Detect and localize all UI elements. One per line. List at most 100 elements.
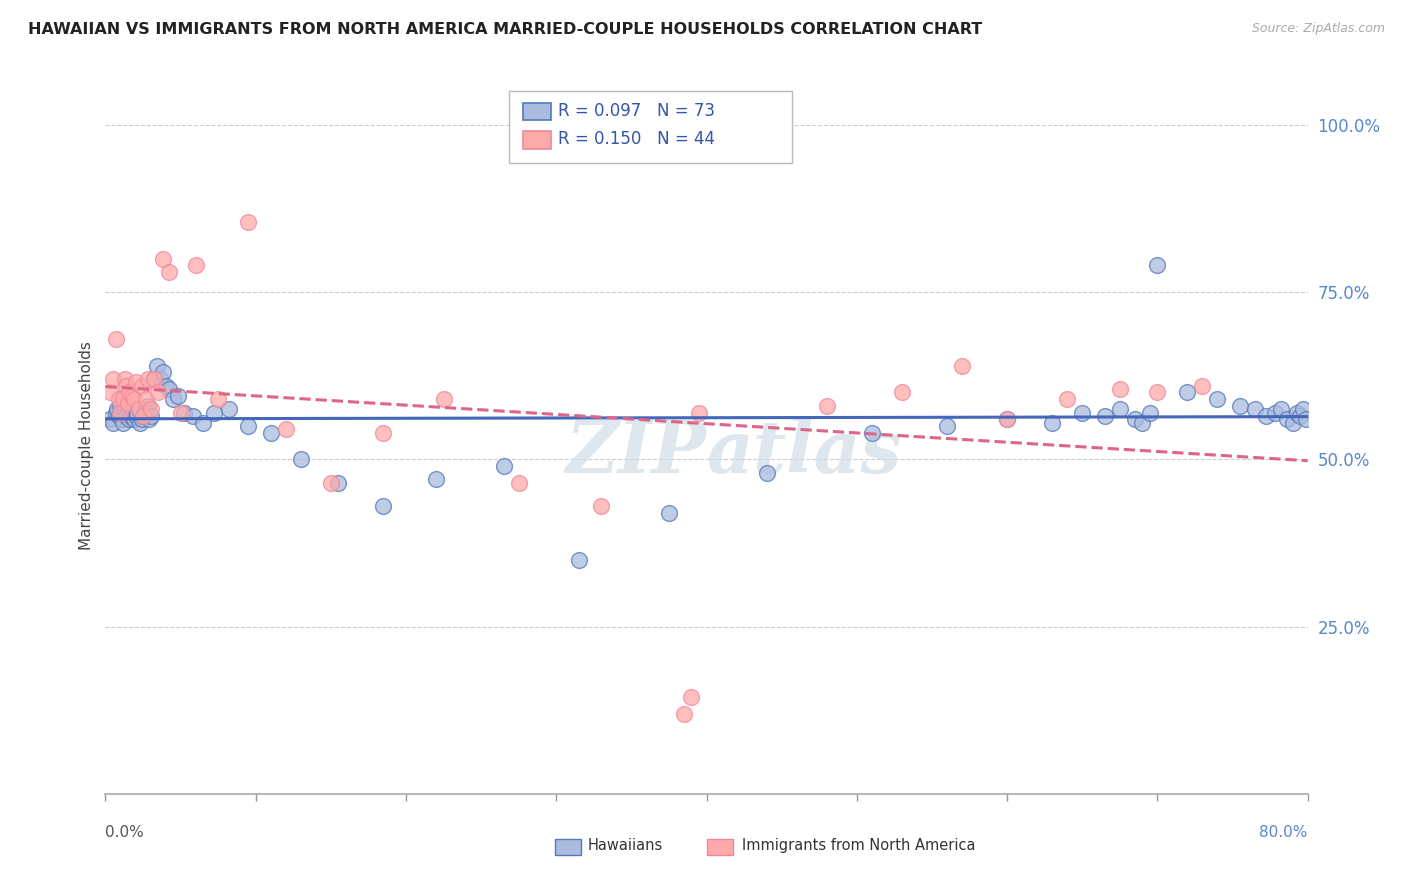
Point	[128, 402, 150, 417]
Point	[1175, 385, 1198, 400]
Point	[157, 382, 180, 396]
Point	[1056, 392, 1078, 407]
Point	[681, 690, 703, 704]
Point	[1094, 409, 1116, 423]
Point	[815, 399, 838, 413]
Text: R = 0.097   N = 73: R = 0.097 N = 73	[558, 102, 716, 120]
Point	[117, 399, 139, 413]
Point	[319, 475, 342, 490]
Text: 80.0%: 80.0%	[1260, 825, 1308, 840]
Point	[173, 406, 195, 420]
Point	[138, 412, 160, 426]
Point	[120, 409, 142, 423]
Point	[112, 416, 135, 430]
Point	[136, 399, 159, 413]
Point	[191, 416, 214, 430]
Point	[260, 425, 283, 440]
Point	[162, 392, 184, 407]
Point	[142, 372, 165, 386]
Point	[207, 392, 229, 407]
Point	[115, 379, 138, 393]
Point	[508, 475, 530, 490]
Point	[131, 412, 153, 426]
Point	[373, 500, 395, 514]
Point	[128, 402, 150, 417]
Point	[169, 406, 191, 420]
Point	[112, 392, 135, 407]
Point	[131, 379, 153, 393]
Point	[218, 402, 240, 417]
Point	[155, 379, 177, 393]
Point	[890, 385, 912, 400]
Point	[238, 419, 260, 434]
Point	[1071, 406, 1094, 420]
Text: ZIP: ZIP	[565, 417, 707, 489]
Point	[1254, 409, 1277, 423]
Point	[135, 402, 157, 417]
Point	[328, 475, 350, 490]
Point	[108, 392, 131, 407]
Point	[1281, 416, 1303, 430]
Point	[124, 409, 146, 423]
Point	[290, 452, 312, 467]
Point	[129, 416, 152, 430]
Point	[146, 385, 169, 400]
Point	[1295, 412, 1317, 426]
Point	[142, 372, 165, 386]
Point	[1292, 402, 1315, 417]
Point	[274, 422, 297, 436]
Point	[1146, 259, 1168, 273]
Point	[591, 500, 613, 514]
Text: 0.0%: 0.0%	[105, 825, 145, 840]
Point	[118, 412, 141, 426]
Text: Immigrants from North America: Immigrants from North America	[742, 838, 976, 853]
Point	[134, 406, 156, 420]
Point	[110, 406, 132, 420]
Point	[1263, 406, 1285, 420]
Point	[152, 252, 174, 266]
Point	[101, 372, 124, 386]
Point	[122, 392, 145, 407]
Point	[132, 409, 155, 423]
Point	[114, 372, 136, 386]
Point	[107, 402, 129, 417]
Point	[672, 706, 695, 721]
Point	[121, 389, 143, 403]
Point	[1040, 416, 1063, 430]
Point	[152, 366, 174, 380]
Text: atlas: atlas	[707, 417, 901, 489]
Point	[238, 215, 260, 229]
Point	[492, 459, 515, 474]
Point	[1123, 412, 1146, 426]
Point	[114, 402, 136, 417]
Point	[1275, 412, 1298, 426]
Point	[936, 419, 959, 434]
Text: Source: ZipAtlas.com: Source: ZipAtlas.com	[1251, 22, 1385, 36]
Text: R = 0.150   N = 44: R = 0.150 N = 44	[558, 130, 716, 148]
Point	[122, 412, 145, 426]
Point	[166, 389, 188, 403]
Point	[1108, 382, 1130, 396]
Point	[181, 409, 204, 423]
Point	[373, 425, 395, 440]
Point	[1139, 406, 1161, 420]
Point	[121, 402, 143, 417]
Point	[115, 409, 138, 423]
Y-axis label: Married-couple Households: Married-couple Households	[79, 342, 94, 550]
Point	[125, 406, 148, 420]
Point	[1286, 406, 1309, 420]
Point	[132, 409, 155, 423]
Text: HAWAIIAN VS IMMIGRANTS FROM NORTH AMERICA MARRIED-COUPLE HOUSEHOLDS CORRELATION : HAWAIIAN VS IMMIGRANTS FROM NORTH AMERIC…	[28, 22, 983, 37]
Point	[135, 392, 157, 407]
Point	[104, 332, 127, 346]
Point	[755, 466, 778, 480]
Point	[1289, 409, 1312, 423]
Point	[145, 359, 167, 373]
Point	[950, 359, 973, 373]
Point	[117, 395, 139, 409]
Point	[658, 506, 681, 520]
Point	[101, 416, 124, 430]
Point	[1191, 379, 1213, 393]
Point	[184, 259, 207, 273]
Point	[124, 376, 146, 390]
